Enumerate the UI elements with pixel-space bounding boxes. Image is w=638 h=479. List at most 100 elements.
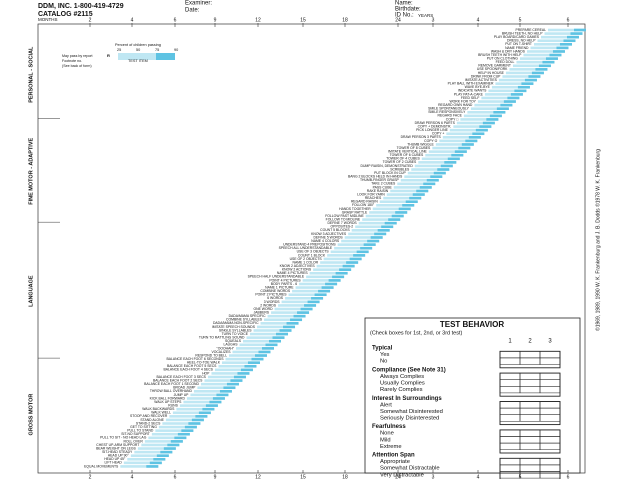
date: Date: xyxy=(185,8,200,14)
item-bar-90 xyxy=(461,143,474,146)
item-label: UNDERSTAND 4 PREPOSITIONS xyxy=(283,243,336,247)
item-bar xyxy=(186,397,225,400)
item-label: STOOP AND RECOVER xyxy=(130,414,168,418)
item-label: USE OF 3 OBJECTS xyxy=(297,250,330,254)
item-bar xyxy=(355,225,394,229)
item-bar xyxy=(316,264,355,268)
item-bar-90 xyxy=(342,264,355,268)
item-bar-90 xyxy=(286,322,299,325)
item-bar-90 xyxy=(293,314,306,318)
item-bar-90 xyxy=(405,200,418,204)
item-bar-90 xyxy=(552,50,565,53)
item-label: WALK UP STEPS xyxy=(154,400,182,404)
legend-percent: 75 xyxy=(155,48,159,52)
item-bar-90 xyxy=(556,46,569,50)
item-label: SMILE RESPONSIVELY xyxy=(428,110,466,114)
legend-title: Percent of children passing xyxy=(115,43,161,47)
item-bar-90 xyxy=(212,397,225,400)
item-bar-90 xyxy=(395,211,408,214)
item-bar-90 xyxy=(447,157,460,161)
item-bar xyxy=(390,189,429,193)
age-label: 4 xyxy=(477,474,480,479)
item-label: REMOVE GARMENT xyxy=(478,64,511,68)
legend: Percent of children passing 25 50 75 90 … xyxy=(62,43,178,68)
legend-report: May pass by report xyxy=(62,54,93,58)
item-label: LIFT HEAD xyxy=(105,461,123,465)
legend-percent: 50 xyxy=(136,48,140,52)
item-bar-90 xyxy=(475,128,488,132)
item-bar xyxy=(264,318,303,322)
item-bar xyxy=(512,64,551,68)
item-bar xyxy=(548,28,586,32)
item-bar-90 xyxy=(538,64,551,68)
item-bar-90 xyxy=(272,336,285,339)
item-bar xyxy=(221,361,260,364)
item-bar-90 xyxy=(454,150,467,153)
item-label: NAME 4 PICTURES xyxy=(277,271,308,275)
item-label: SPEECH ALL UNDERSTANDABLE xyxy=(279,246,333,250)
item-bar xyxy=(481,96,520,100)
item-bar xyxy=(530,46,569,50)
item-bar xyxy=(477,100,516,103)
item-bar xyxy=(379,200,418,204)
legend-percent: 25 xyxy=(117,48,121,52)
legend-footnote: Footnote no. xyxy=(62,59,82,63)
option: Rarely Complies xyxy=(380,387,423,393)
item-label: WALK BACKWARDS xyxy=(142,407,175,411)
item-bar xyxy=(225,357,264,361)
item-label: FOLLOW TO MIDLINE xyxy=(326,217,361,221)
item-label: PLAY PAT-A-CAKE xyxy=(454,92,484,96)
age-label: 15 xyxy=(300,474,306,479)
legend-bar xyxy=(118,53,174,60)
item-label: KNOW 2 ADJECTIVES xyxy=(280,264,316,268)
item-label: POINT 4 PICTURES xyxy=(269,278,301,282)
years-label: YEARS xyxy=(418,13,433,18)
item-bar-90 xyxy=(230,379,243,382)
item-label: BRUSH TEETH, NO HELP xyxy=(502,31,543,35)
item-bar xyxy=(193,390,232,393)
age-label: 6 xyxy=(567,17,570,23)
item-bar xyxy=(523,53,562,57)
legend-item: TEST ITEM xyxy=(128,59,148,63)
option: Alert xyxy=(380,402,392,408)
copyright: ©1969, 1989, 1990 W. K. Frankenburg and … xyxy=(594,149,601,331)
group-title: Fearfulness xyxy=(372,424,406,430)
item-label: IMITATE SPEECH SOUNDS xyxy=(212,325,256,329)
item-label: PREPARE CEREAL xyxy=(516,28,547,32)
item-label: USE SPOON/FORK xyxy=(477,67,508,71)
sector-label: LANGUAGE xyxy=(28,275,34,307)
age-label: 6 xyxy=(174,474,177,479)
item-label: 3 WORDS xyxy=(264,300,281,304)
item-bar xyxy=(309,271,348,275)
item-label: KNOW 3 ADJECTIVES xyxy=(311,232,347,236)
item-bar-90 xyxy=(419,186,432,189)
sector-label: GROSS MOTOR xyxy=(28,394,34,436)
item-bar xyxy=(162,422,201,425)
age-label: 4 xyxy=(131,474,134,479)
item-bar-90 xyxy=(216,393,229,397)
item-label: SINGLE SYLLABLES xyxy=(219,328,252,332)
item-bar xyxy=(351,229,390,232)
item-bar xyxy=(246,336,285,339)
item-label: PUT ON CLOTHING xyxy=(487,57,519,61)
item-label: NAME FRIEND xyxy=(505,46,529,50)
item-bar xyxy=(362,218,401,221)
item-bar xyxy=(435,143,474,146)
item-bar-90 xyxy=(202,407,215,411)
item-bar xyxy=(463,114,502,118)
item-bar xyxy=(467,110,506,114)
item-label: IMITATE ACTIVITIES xyxy=(465,78,498,82)
item-bar-90 xyxy=(223,386,236,390)
item-bar xyxy=(183,400,222,404)
column-label: 1 xyxy=(508,339,512,345)
item-bar-90 xyxy=(279,329,292,332)
item-bar-90 xyxy=(237,372,250,375)
item-bar xyxy=(285,296,324,300)
item-bar-90 xyxy=(198,411,211,415)
item-label: BALANCE EACH FOOT 5 SECS xyxy=(167,364,217,368)
item-label: FOLLOW PAST MIDLINE xyxy=(325,214,364,218)
item-bar xyxy=(323,257,362,261)
legend-see-back: (See back of form) xyxy=(62,64,92,68)
option: Always Complies xyxy=(380,374,424,380)
